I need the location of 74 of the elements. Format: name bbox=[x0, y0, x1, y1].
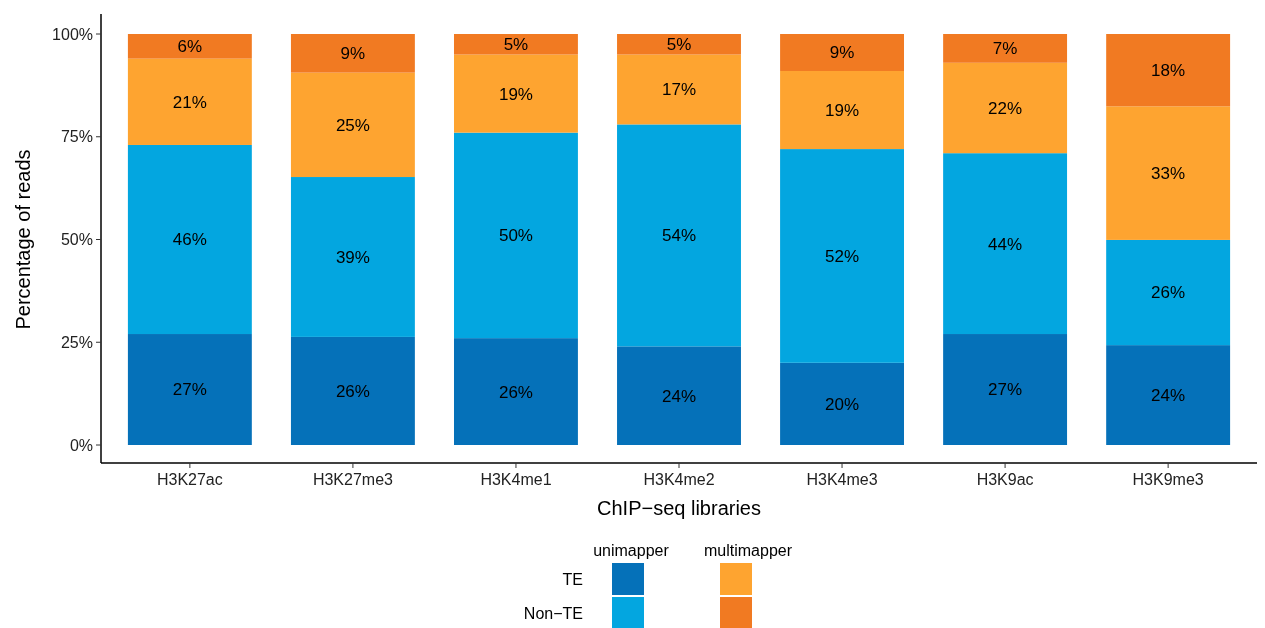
data-label: 46% bbox=[172, 230, 207, 250]
bar bbox=[780, 70, 904, 150]
x-tick-label: H3K4me3 bbox=[806, 471, 878, 488]
data-label: 20% bbox=[825, 394, 860, 414]
data-label: 39% bbox=[335, 247, 370, 267]
data-label: 54% bbox=[661, 226, 697, 246]
legend-label: Non−TE bbox=[523, 604, 583, 622]
bar bbox=[780, 34, 904, 71]
data-label: 9% bbox=[829, 43, 855, 63]
y-axis-title: Percentage of reads bbox=[12, 149, 34, 330]
data-label: 5% bbox=[503, 35, 529, 55]
y-tick-label: 50% bbox=[60, 231, 93, 249]
data-label: 24% bbox=[661, 386, 697, 406]
y-tick-label: 75% bbox=[60, 128, 93, 146]
x-axis-title: ChIP−seq libraries bbox=[597, 497, 761, 519]
bar bbox=[127, 334, 252, 445]
bar bbox=[1106, 34, 1231, 107]
bar bbox=[454, 132, 578, 339]
x-tick-label: H3K4me1 bbox=[480, 471, 552, 488]
bar bbox=[617, 54, 741, 125]
data-label: 18% bbox=[1151, 61, 1186, 81]
data-label: 26% bbox=[498, 382, 533, 402]
bar bbox=[780, 362, 904, 445]
data-label: 7% bbox=[992, 39, 1018, 59]
y-tick-label: 25% bbox=[60, 333, 93, 351]
text: unimapper bbox=[593, 542, 670, 559]
data-label: 19% bbox=[825, 100, 860, 120]
x-tick-label: H3K9me3 bbox=[1132, 471, 1204, 488]
bar bbox=[127, 144, 252, 335]
data-label: 25% bbox=[335, 115, 370, 135]
data-label: 27% bbox=[988, 380, 1023, 400]
data-label: 33% bbox=[1151, 164, 1186, 184]
bar bbox=[1106, 239, 1231, 346]
bar bbox=[290, 336, 415, 445]
data-label: 5% bbox=[666, 35, 692, 55]
bar bbox=[290, 72, 415, 178]
bar bbox=[780, 149, 904, 363]
bar bbox=[943, 62, 1068, 154]
bar bbox=[127, 58, 252, 145]
data-label: 6% bbox=[177, 37, 203, 57]
x-tick-label: H3K27ac bbox=[156, 471, 223, 488]
bar bbox=[617, 124, 741, 347]
bar bbox=[290, 177, 415, 337]
x-tick-label: H3K27me3 bbox=[312, 471, 394, 488]
bar bbox=[617, 34, 741, 55]
bar bbox=[454, 54, 578, 133]
data-label: 26% bbox=[1151, 283, 1186, 303]
bar bbox=[454, 34, 578, 55]
bar bbox=[290, 34, 415, 73]
data-label: 44% bbox=[988, 234, 1023, 254]
x-tick-label: H3K9ac bbox=[976, 471, 1034, 488]
text: multimapper bbox=[703, 542, 793, 559]
data-label: 24% bbox=[1151, 386, 1186, 406]
data-label: 50% bbox=[498, 226, 533, 246]
x-tick-label: H3K4me2 bbox=[643, 471, 715, 488]
y-tick-label: 0% bbox=[69, 436, 93, 454]
bar bbox=[127, 34, 252, 59]
legend-label: TE bbox=[562, 570, 583, 588]
data-label: 9% bbox=[340, 44, 366, 64]
data-label: 21% bbox=[172, 92, 207, 112]
data-label: 17% bbox=[661, 80, 697, 100]
bar bbox=[1106, 106, 1231, 240]
y-tick-label: 100% bbox=[52, 25, 93, 43]
data-label: 27% bbox=[172, 380, 207, 400]
data-label: 19% bbox=[498, 84, 533, 104]
bar bbox=[617, 346, 741, 445]
data-label: 52% bbox=[825, 246, 860, 266]
data-label: 26% bbox=[335, 381, 370, 401]
bar bbox=[943, 334, 1068, 445]
bar bbox=[943, 153, 1068, 335]
bar bbox=[943, 34, 1068, 63]
bar bbox=[454, 338, 578, 445]
data-label: 22% bbox=[988, 98, 1023, 118]
bar bbox=[1106, 345, 1231, 445]
